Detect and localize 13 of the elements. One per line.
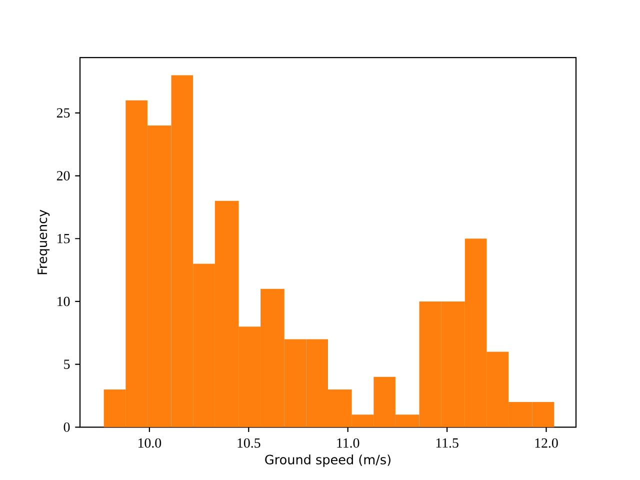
y-tick-label: 5 [64, 360, 70, 369]
y-axis-title: Frequency [38, 210, 50, 274]
x-tick-label: 10.0 [138, 438, 162, 448]
y-tick-label: 20 [56, 171, 70, 180]
x-tick-label: 11.0 [337, 438, 360, 448]
y-tick-label: 0 [64, 422, 70, 432]
x-tick-label: 12.0 [535, 438, 558, 448]
y-tick-label: 15 [58, 234, 70, 244]
x-tick-label: 11.5 [436, 438, 458, 448]
y-tick-label: 10 [58, 296, 70, 306]
x-tick-label: 10.5 [238, 438, 260, 448]
y-tick-label: 25 [56, 108, 70, 118]
x-axis-title: Ground speed (m/s) [265, 454, 390, 467]
